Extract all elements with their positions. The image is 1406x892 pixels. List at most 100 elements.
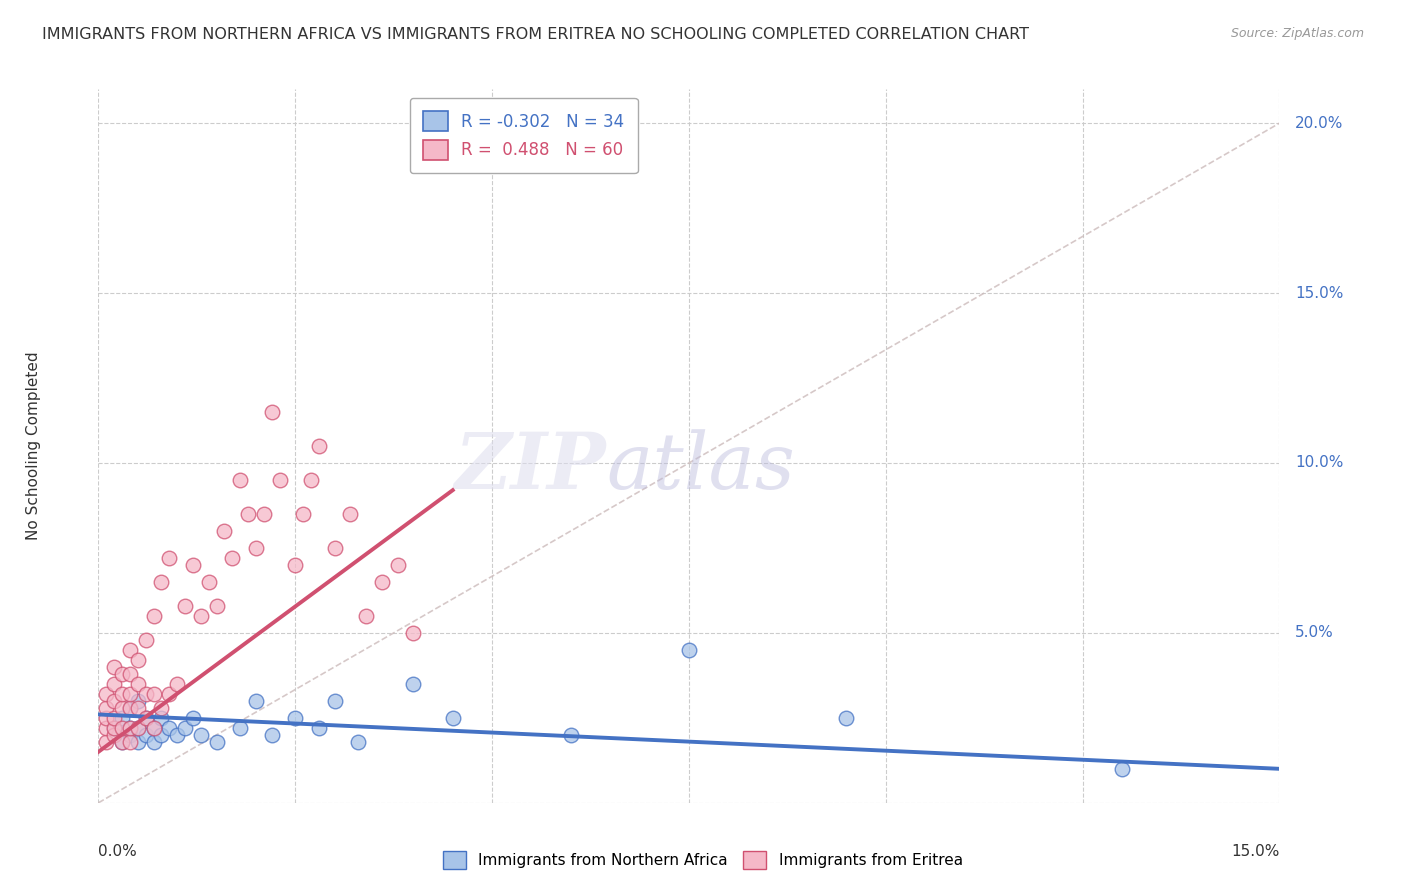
Point	[135, 711, 157, 725]
Point	[166, 728, 188, 742]
Point	[214, 524, 236, 538]
Point	[387, 558, 409, 572]
Point	[111, 711, 134, 725]
Point	[245, 541, 267, 555]
Point	[111, 721, 134, 735]
Point	[260, 405, 283, 419]
Point	[308, 439, 330, 453]
Point	[127, 653, 149, 667]
Point	[103, 660, 125, 674]
Legend: R = -0.302   N = 34, R =  0.488   N = 60: R = -0.302 N = 34, R = 0.488 N = 60	[409, 97, 638, 173]
Point	[142, 608, 165, 623]
Point	[111, 666, 134, 681]
Point	[260, 728, 283, 742]
Point	[142, 721, 165, 735]
Text: 20.0%: 20.0%	[1295, 116, 1344, 131]
Point	[96, 734, 118, 748]
Point	[402, 677, 425, 691]
Text: 15.0%: 15.0%	[1295, 285, 1344, 301]
Point	[835, 711, 858, 725]
Point	[135, 711, 157, 725]
Point	[323, 541, 346, 555]
Point	[135, 687, 157, 701]
Point	[190, 608, 212, 623]
Point	[103, 721, 125, 735]
Point	[96, 721, 118, 735]
Point	[118, 700, 141, 714]
Point	[229, 473, 252, 487]
Point	[96, 687, 118, 701]
Text: 5.0%: 5.0%	[1295, 625, 1334, 640]
Point	[127, 734, 149, 748]
Point	[118, 728, 141, 742]
Point	[678, 643, 700, 657]
Point	[441, 711, 464, 725]
Point	[269, 473, 291, 487]
Point	[308, 721, 330, 735]
Point	[111, 700, 134, 714]
Point	[103, 728, 125, 742]
Point	[127, 721, 149, 735]
Point	[118, 687, 141, 701]
Point	[150, 574, 173, 589]
Point	[284, 711, 307, 725]
Point	[111, 734, 134, 748]
Point	[103, 721, 125, 735]
Point	[174, 599, 197, 613]
Point	[347, 734, 370, 748]
Point	[118, 721, 141, 735]
Point	[111, 687, 134, 701]
Point	[127, 694, 149, 708]
Point	[157, 721, 180, 735]
Point	[150, 700, 173, 714]
Point	[236, 507, 259, 521]
Point	[354, 608, 377, 623]
Point	[127, 721, 149, 735]
Point	[157, 551, 180, 566]
Point	[157, 687, 180, 701]
Point	[197, 574, 219, 589]
Point	[166, 677, 188, 691]
Point	[135, 728, 157, 742]
Point	[560, 728, 582, 742]
Point	[103, 711, 125, 725]
Point	[284, 558, 307, 572]
Point	[323, 694, 346, 708]
Point	[245, 694, 267, 708]
Point	[339, 507, 361, 521]
Point	[205, 599, 228, 613]
Point	[96, 711, 118, 725]
Point	[150, 711, 173, 725]
Point	[142, 687, 165, 701]
Point	[1111, 762, 1133, 776]
Point	[174, 721, 197, 735]
Point	[181, 558, 204, 572]
Text: 15.0%: 15.0%	[1232, 844, 1279, 859]
Text: No Schooling Completed: No Schooling Completed	[25, 351, 41, 541]
Text: Source: ZipAtlas.com: Source: ZipAtlas.com	[1230, 27, 1364, 40]
Point	[118, 734, 141, 748]
Text: ZIP: ZIP	[454, 429, 606, 506]
Text: IMMIGRANTS FROM NORTHERN AFRICA VS IMMIGRANTS FROM ERITREA NO SCHOOLING COMPLETE: IMMIGRANTS FROM NORTHERN AFRICA VS IMMIG…	[42, 27, 1029, 42]
Point	[118, 643, 141, 657]
Point	[253, 507, 276, 521]
Point	[205, 734, 228, 748]
Point	[118, 721, 141, 735]
Point	[118, 700, 141, 714]
Point	[402, 626, 425, 640]
Point	[135, 632, 157, 647]
Point	[127, 700, 149, 714]
Point	[190, 728, 212, 742]
Text: 0.0%: 0.0%	[98, 844, 138, 859]
Text: atlas: atlas	[606, 429, 794, 506]
Text: 10.0%: 10.0%	[1295, 456, 1344, 470]
Point	[299, 473, 322, 487]
Point	[150, 728, 173, 742]
Point	[181, 711, 204, 725]
Point	[221, 551, 243, 566]
Point	[142, 721, 165, 735]
Point	[229, 721, 252, 735]
Point	[127, 677, 149, 691]
Point	[292, 507, 315, 521]
Point	[96, 700, 118, 714]
